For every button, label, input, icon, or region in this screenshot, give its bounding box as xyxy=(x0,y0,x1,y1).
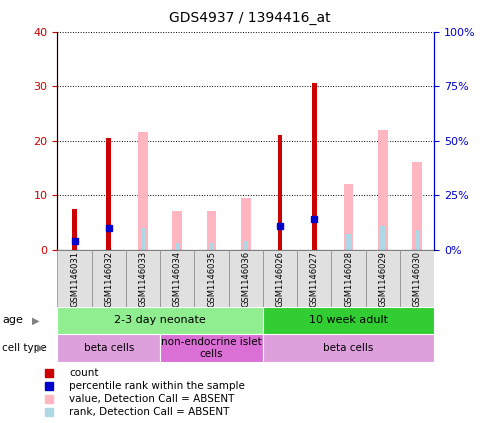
Text: non-endocrine islet
cells: non-endocrine islet cells xyxy=(161,337,262,359)
Bar xyxy=(344,184,353,250)
Bar xyxy=(209,243,214,250)
Text: GSM1146033: GSM1146033 xyxy=(139,251,148,308)
Bar xyxy=(346,234,351,250)
Bar xyxy=(378,130,388,250)
Bar xyxy=(331,250,366,307)
Text: GDS4937 / 1394416_at: GDS4937 / 1394416_at xyxy=(169,11,330,25)
Text: GSM1146034: GSM1146034 xyxy=(173,251,182,307)
Text: GSM1146028: GSM1146028 xyxy=(344,251,353,307)
Bar xyxy=(244,241,248,250)
Bar xyxy=(263,250,297,307)
Bar xyxy=(263,307,434,334)
Text: GSM1146026: GSM1146026 xyxy=(275,251,284,307)
Text: count: count xyxy=(69,368,99,378)
Bar xyxy=(57,334,160,362)
Text: GSM1146030: GSM1146030 xyxy=(413,251,422,307)
Text: beta cells: beta cells xyxy=(83,343,134,353)
Bar xyxy=(195,250,229,307)
Bar xyxy=(207,212,216,250)
Text: percentile rank within the sample: percentile rank within the sample xyxy=(69,381,245,391)
Bar xyxy=(175,243,180,250)
Bar xyxy=(160,334,263,362)
Text: GSM1146035: GSM1146035 xyxy=(207,251,216,307)
Text: GSM1146036: GSM1146036 xyxy=(241,251,250,308)
Bar xyxy=(106,138,111,250)
Bar xyxy=(138,132,148,250)
Bar xyxy=(72,209,77,250)
Text: cell type: cell type xyxy=(2,343,47,353)
Text: ▶: ▶ xyxy=(32,316,40,325)
Text: GSM1146029: GSM1146029 xyxy=(378,251,387,307)
Bar xyxy=(173,212,182,250)
Text: rank, Detection Call = ABSENT: rank, Detection Call = ABSENT xyxy=(69,407,230,417)
Text: age: age xyxy=(2,316,23,325)
Bar xyxy=(57,307,263,334)
Bar xyxy=(400,250,434,307)
Bar xyxy=(380,225,385,250)
Bar xyxy=(263,334,434,362)
Text: GSM1146027: GSM1146027 xyxy=(310,251,319,307)
Bar xyxy=(57,250,92,307)
Bar xyxy=(366,250,400,307)
Bar xyxy=(297,250,331,307)
Text: beta cells: beta cells xyxy=(323,343,374,353)
Text: GSM1146031: GSM1146031 xyxy=(70,251,79,307)
Bar xyxy=(160,250,195,307)
Text: value, Detection Call = ABSENT: value, Detection Call = ABSENT xyxy=(69,394,235,404)
Text: 10 week adult: 10 week adult xyxy=(309,316,388,325)
Text: 2-3 day neonate: 2-3 day neonate xyxy=(114,316,206,325)
Text: ▶: ▶ xyxy=(37,343,45,353)
Bar xyxy=(312,83,317,250)
Text: GSM1146032: GSM1146032 xyxy=(104,251,113,307)
Bar xyxy=(241,198,250,250)
Bar xyxy=(229,250,263,307)
Bar xyxy=(412,162,422,250)
Bar xyxy=(415,230,419,250)
Bar xyxy=(141,228,145,250)
Bar xyxy=(277,135,282,250)
Bar xyxy=(126,250,160,307)
Bar xyxy=(92,250,126,307)
